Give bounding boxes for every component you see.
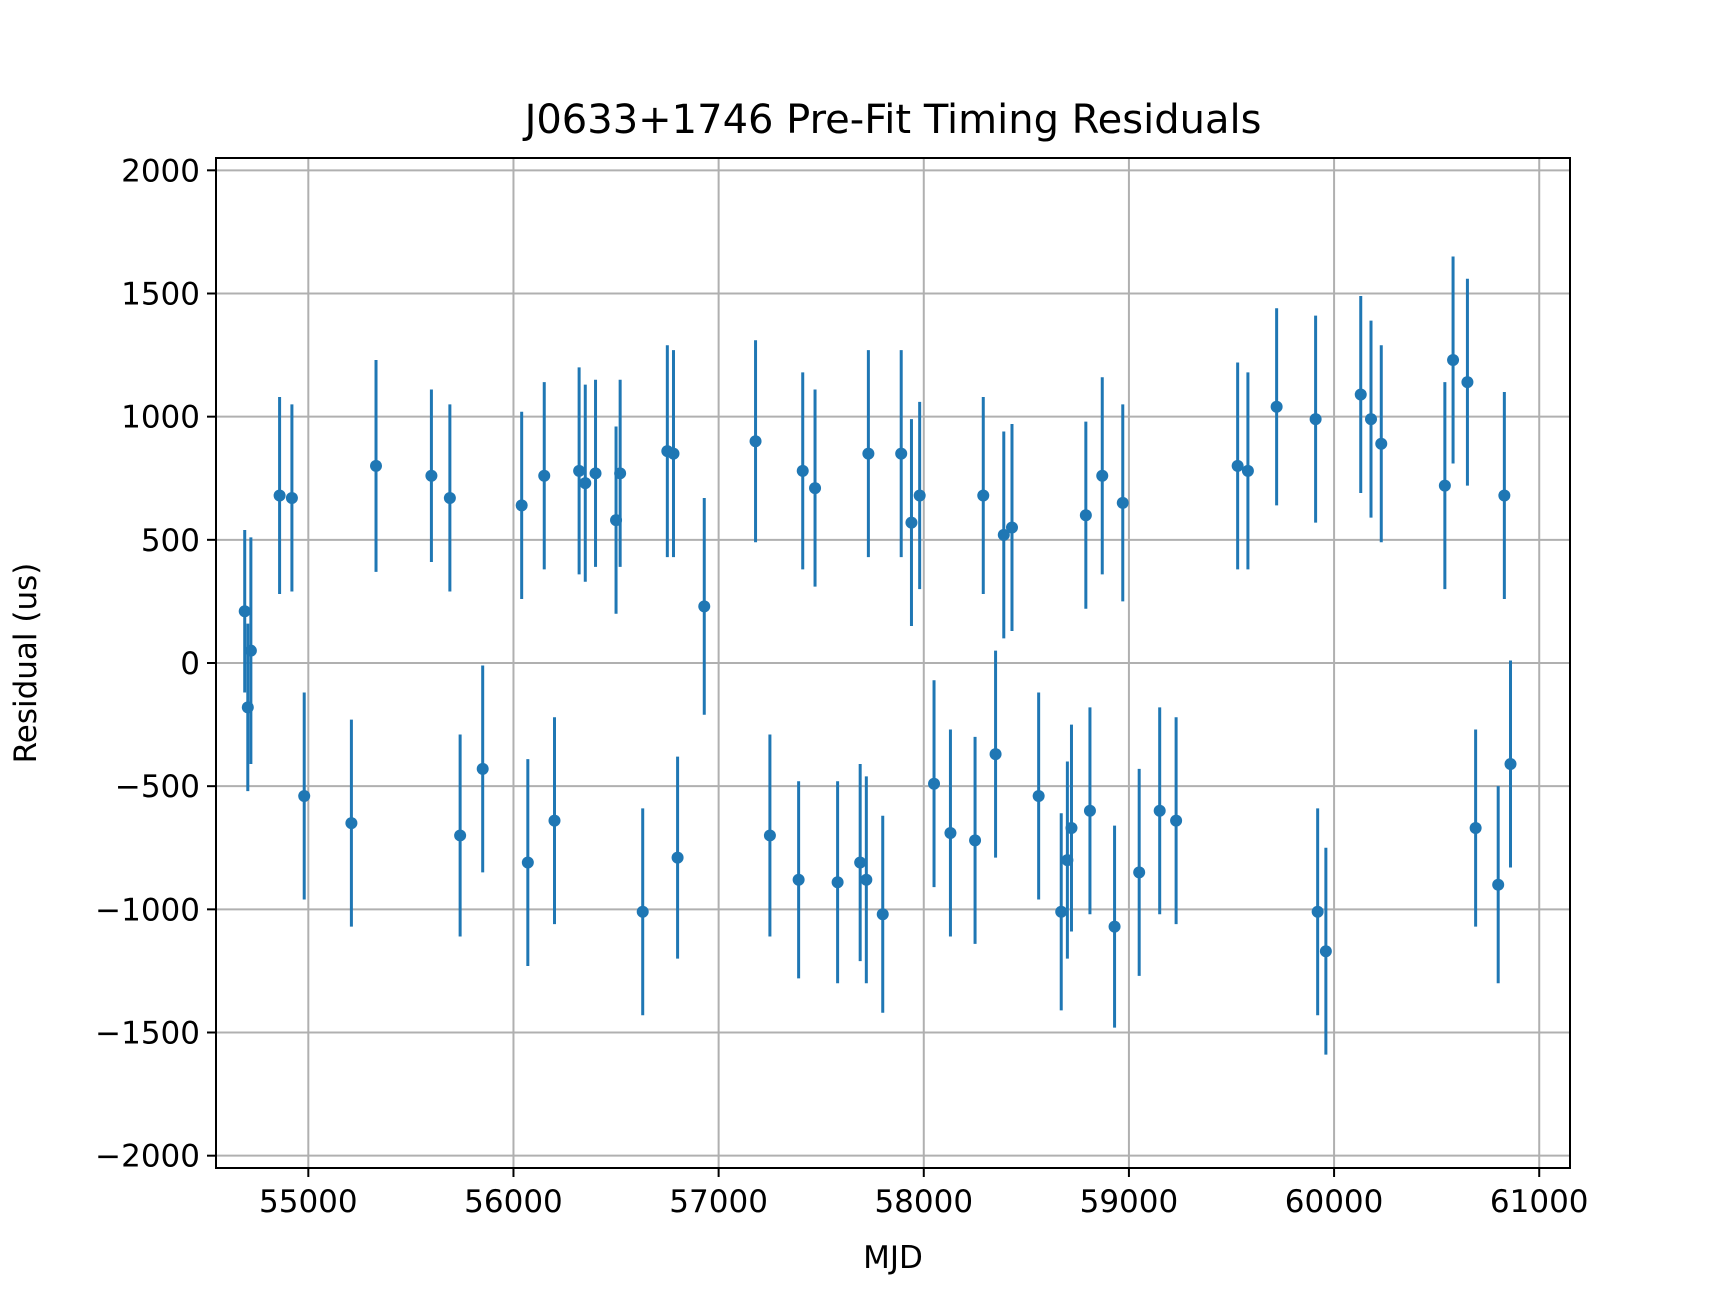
data-point: [977, 489, 990, 502]
data-point: [425, 469, 438, 482]
data-point: [515, 499, 528, 512]
data-point: [989, 748, 1002, 761]
y-axis-label: Residual (us): [8, 563, 44, 764]
data-point: [1096, 469, 1109, 482]
data-point: [913, 489, 926, 502]
data-point: [749, 435, 762, 448]
data-point: [345, 817, 358, 830]
data-point: [860, 873, 873, 886]
data-point: [298, 790, 311, 803]
data-point: [443, 491, 456, 504]
data-point: [614, 467, 627, 480]
x-tick-label: 59000: [1080, 1184, 1179, 1220]
y-tick-label: 1500: [121, 276, 200, 312]
data-point: [862, 447, 875, 460]
data-point: [1032, 790, 1045, 803]
x-tick-label: 55000: [259, 1184, 358, 1220]
data-point: [671, 851, 684, 864]
chart-title: J0633+1746 Pre-Fit Timing Residuals: [522, 97, 1262, 143]
data-point: [589, 467, 602, 480]
data-point: [1375, 437, 1388, 450]
data-point: [1365, 413, 1378, 426]
data-point: [476, 762, 489, 775]
data-point: [1319, 945, 1332, 958]
data-point: [1447, 354, 1460, 366]
data-point: [1116, 496, 1129, 509]
y-tick-label: 2000: [121, 153, 200, 189]
x-tick-label: 60000: [1285, 1184, 1384, 1220]
y-tick-label: −500: [115, 769, 200, 805]
x-axis-label: MJD: [863, 1240, 923, 1276]
data-point: [610, 514, 623, 527]
data-point: [895, 447, 908, 460]
data-point: [1153, 804, 1166, 817]
grid-lines: [216, 158, 1570, 1168]
data-point: [796, 464, 809, 477]
x-tick-label: 61000: [1490, 1184, 1589, 1220]
data-point: [1170, 814, 1183, 827]
data-point: [1065, 822, 1078, 835]
data-point: [454, 829, 467, 842]
x-tick-label: 57000: [669, 1184, 768, 1220]
data-point: [636, 905, 649, 918]
data-point: [698, 600, 711, 613]
data-point: [1270, 400, 1283, 413]
data-point: [1241, 464, 1254, 477]
data-point: [1354, 388, 1367, 401]
data-point: [1492, 878, 1505, 891]
y-tick-label: −1500: [95, 1016, 200, 1052]
data-series: [238, 256, 1517, 1055]
y-tick-label: −1000: [95, 892, 200, 928]
x-tick-label: 56000: [464, 1184, 563, 1220]
data-point: [1231, 459, 1244, 472]
data-point: [370, 459, 383, 472]
x-tick-label: 58000: [874, 1184, 973, 1220]
data-point: [854, 856, 867, 869]
data-point: [1079, 509, 1092, 522]
data-point: [1438, 479, 1451, 492]
data-point: [273, 489, 286, 502]
data-point: [1309, 413, 1322, 426]
data-point: [1504, 758, 1517, 770]
data-point: [238, 605, 251, 618]
data-point: [244, 644, 257, 657]
data-point: [905, 516, 918, 529]
y-tick-label: −2000: [95, 1139, 200, 1175]
y-tick-label: 500: [141, 523, 200, 559]
data-point: [1311, 905, 1324, 918]
data-point: [1461, 376, 1474, 389]
data-point: [241, 701, 254, 714]
data-point: [809, 482, 822, 495]
y-tick-label: 0: [180, 646, 200, 682]
data-point: [573, 464, 586, 477]
data-point: [1005, 521, 1018, 534]
data-point: [521, 856, 534, 869]
data-point: [1108, 920, 1121, 933]
data-point: [763, 829, 776, 842]
data-point: [1083, 804, 1096, 817]
data-point: [831, 876, 844, 889]
y-axis-ticks: −2000 −1500 −1000 −500 0 500 1000 1500 2000: [95, 153, 216, 1175]
x-axis-ticks: 55000 56000 57000 58000 59000 60000 61000: [259, 1168, 1589, 1220]
data-point: [876, 908, 889, 921]
data-point: [667, 447, 680, 460]
data-point: [792, 873, 805, 886]
data-point: [969, 834, 982, 847]
data-point: [1133, 866, 1146, 879]
data-point: [1061, 854, 1074, 867]
data-point: [538, 469, 551, 482]
data-point: [285, 491, 298, 504]
data-point: [1055, 905, 1068, 918]
data-point: [1469, 822, 1482, 835]
data-point: [1498, 489, 1511, 502]
data-point: [928, 777, 941, 790]
data-point: [548, 814, 561, 827]
data-point: [997, 528, 1010, 541]
data-point: [944, 826, 957, 839]
y-tick-label: 1000: [121, 400, 200, 436]
data-point: [579, 477, 592, 490]
